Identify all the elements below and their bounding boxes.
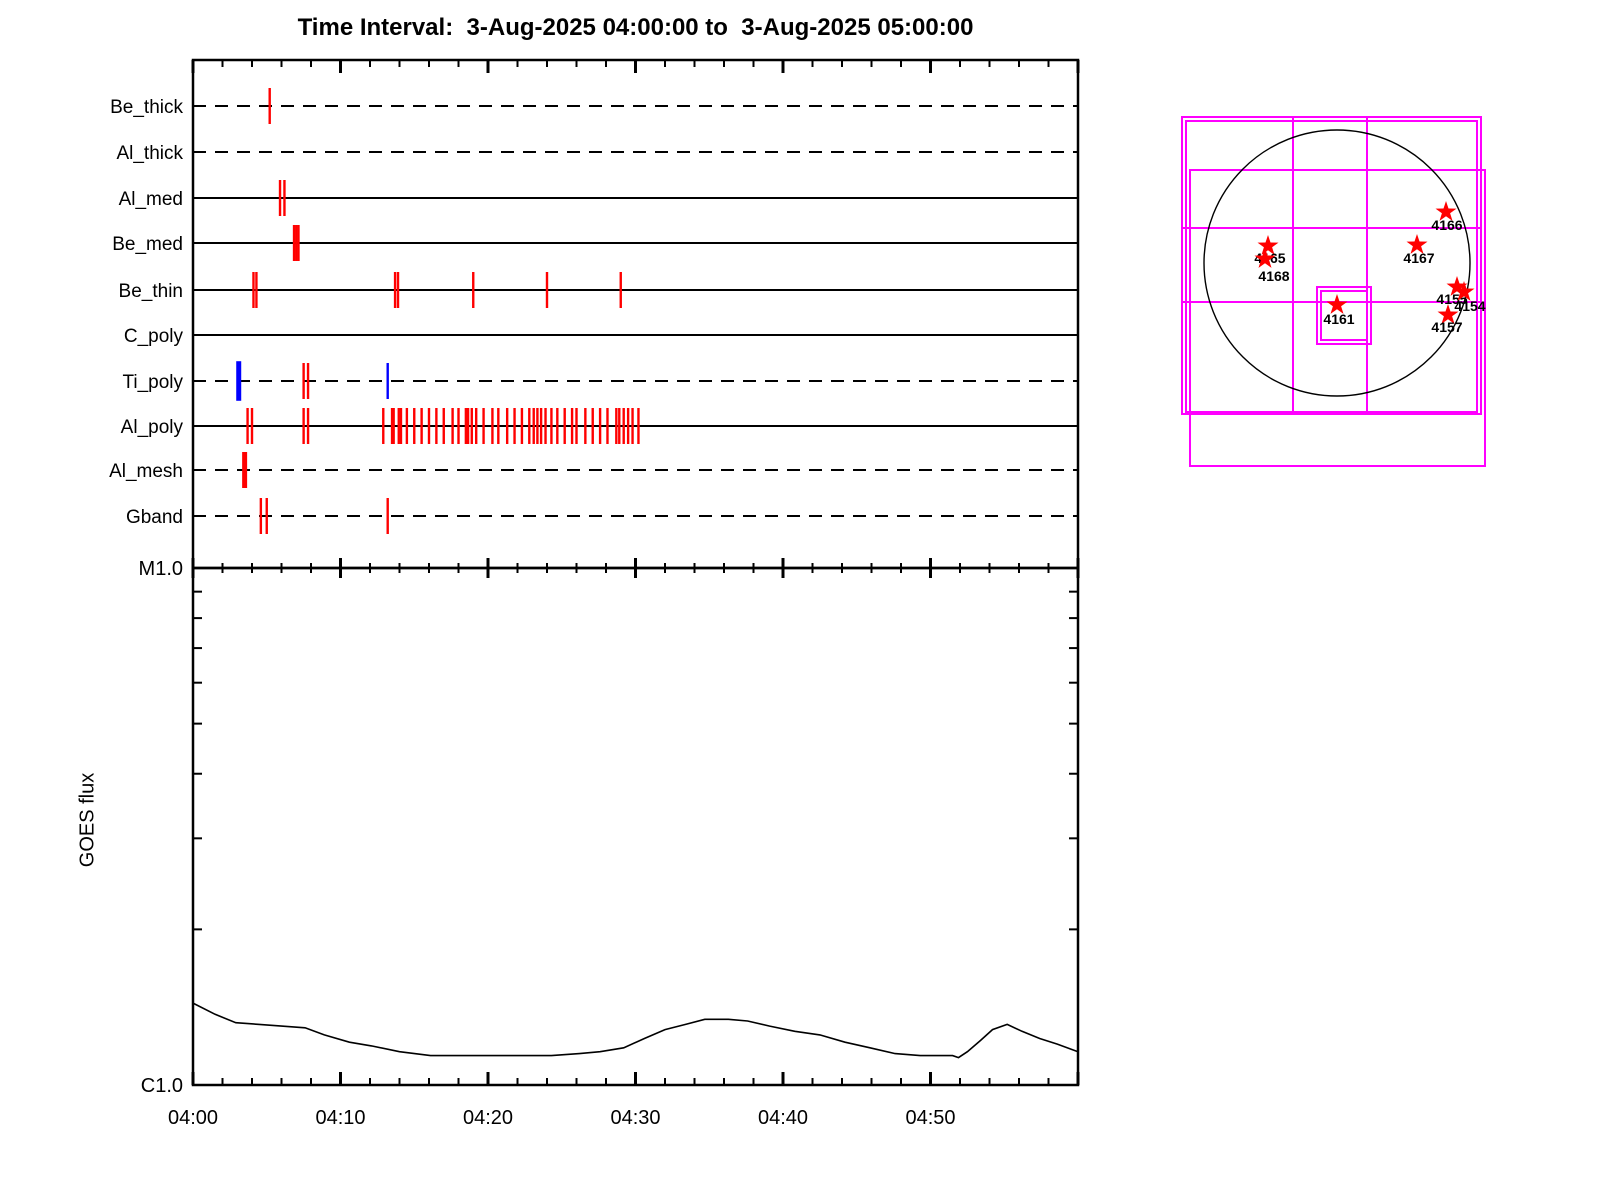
active-region-4161: 4161: [1323, 294, 1355, 327]
channel-row-Be_med: Be_med: [112, 225, 1078, 261]
channel-row-C_poly: C_poly: [124, 326, 1078, 347]
channel-row-Al_mesh: Al_mesh: [109, 452, 1078, 488]
solar-disk-map-panel: 41664165416841674161415541544157: [1181, 116, 1486, 467]
active-region-4166: 4166: [1431, 201, 1463, 233]
active-region-label: 4154: [1454, 298, 1485, 314]
channel-row-Gband: Gband: [126, 498, 1078, 534]
active-region-star-icon: [1257, 235, 1279, 255]
channel-label: Al_poly: [121, 417, 184, 438]
channel-row-Al_thick: Al_thick: [116, 143, 1078, 164]
active-region-4157: 4157: [1431, 304, 1463, 335]
channel-row-Be_thick: Be_thick: [110, 88, 1078, 124]
active-region-star-icon: [1453, 281, 1475, 301]
flux-bottom-label: C1.0: [141, 1075, 183, 1097]
channel-row-Al_med: Al_med: [119, 180, 1078, 216]
solar-limb: [1203, 129, 1471, 397]
fov-frame: [1189, 169, 1486, 467]
time-axis-label: 04:10: [315, 1107, 365, 1129]
goes-flux-curve: [192, 1002, 1079, 1059]
active-region-4154: 4154: [1453, 281, 1486, 314]
plot-title: Time Interval: 3-Aug-2025 04:00:00 to 3-…: [297, 14, 974, 41]
active-region-label: 4168: [1258, 268, 1289, 284]
active-region-4167: 4167: [1403, 234, 1435, 266]
active-region-star-icon: [1254, 248, 1276, 268]
active-region-4168: 4168: [1254, 248, 1290, 284]
flux-top-label: M1.0: [139, 558, 183, 580]
active-region-star-icon: [1437, 304, 1459, 324]
goes-flux-panel: M1.0 C1.0 04:00 04:10 04:20 04:30 04:40 04:50: [139, 558, 1080, 1129]
channel-label: Be_med: [112, 234, 183, 255]
active-region-label: 4167: [1403, 250, 1434, 266]
channel-label: Ti_poly: [122, 372, 183, 393]
channel-label: C_poly: [124, 326, 184, 347]
time-axis-label: 04:50: [905, 1107, 955, 1129]
channel-label: Gband: [126, 507, 183, 528]
time-axis-label: 04:20: [463, 1107, 513, 1129]
channel-label: Be_thin: [119, 281, 183, 302]
active-region-star-icon: [1326, 294, 1348, 314]
time-axis-label: 04:00: [168, 1107, 218, 1129]
time-axis-label: 04:40: [758, 1107, 808, 1129]
channel-label: Be_thick: [110, 97, 183, 118]
channel-label: Al_mesh: [109, 461, 183, 482]
fov-frame: [1316, 286, 1372, 345]
fov-frame: [1185, 120, 1478, 413]
channel-row-Al_poly: Al_poly: [121, 408, 1078, 444]
xrt-filter-timeline-panel: Be_thick Al_thick Al_med Be_med Be_thin C_pol…: [109, 58, 1080, 578]
channel-label: Al_med: [119, 189, 183, 210]
active-region-label: 4157: [1431, 319, 1462, 335]
active-region-label: 4166: [1431, 217, 1462, 233]
filter-panel-frame: [191, 58, 1080, 570]
fov-frame: [1181, 116, 1482, 415]
active-region-star-icon: [1446, 276, 1468, 296]
channel-label: Al_thick: [116, 143, 183, 164]
goes-panel-frame: [191, 566, 1080, 1087]
active-region-4165: 4165: [1254, 235, 1286, 266]
active-region-label: 4161: [1323, 311, 1354, 327]
channel-row-Be_thin: Be_thin: [119, 272, 1078, 308]
channel-row-Ti_poly: Ti_poly: [122, 361, 1078, 401]
active-region-star-icon: [1435, 201, 1457, 221]
time-axis-label: 04:30: [610, 1107, 660, 1129]
active-region-star-icon: [1406, 234, 1428, 254]
